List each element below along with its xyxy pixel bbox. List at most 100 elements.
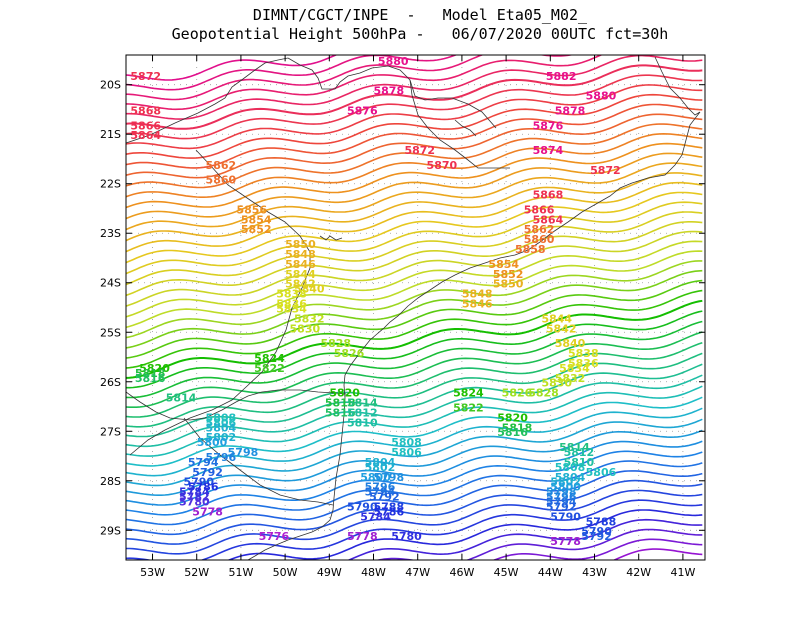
contour-5832: [126, 260, 703, 339]
contour-5800: [126, 429, 703, 496]
contour-label: 5878: [555, 104, 586, 117]
lat-tick-label: 21S: [100, 128, 121, 141]
contour-5852: [126, 162, 703, 231]
contour-label: 5778: [347, 530, 378, 543]
lat-tick-label: 23S: [100, 227, 121, 240]
contour-5820: [126, 320, 703, 399]
contour-label: 5838: [276, 288, 307, 301]
contour-label: 5776: [259, 530, 290, 543]
contour-5826: [126, 289, 703, 369]
contour-label: 5864: [533, 213, 564, 226]
contour-label: 5846: [285, 258, 316, 271]
contour-5792: [126, 470, 703, 536]
coastline-main: [247, 56, 701, 560]
contour-5844: [126, 201, 703, 275]
contour-label: 5842: [285, 278, 316, 291]
contour-label: 5860: [206, 174, 237, 187]
contour-5874: [126, 55, 703, 120]
contour-label: 5828: [528, 387, 559, 400]
contour-5806: [126, 396, 703, 467]
title-line-1: DIMNT/CGCT/INPE - Model Eta05_M02_: [252, 6, 588, 24]
contour-label: 5820: [139, 362, 170, 375]
contour-label: 5792: [546, 500, 577, 513]
lon-tick-label: 46W: [449, 566, 474, 579]
axis-ticks: [126, 55, 705, 560]
contour-5810: [126, 374, 703, 448]
contour-label: 5844: [541, 312, 572, 325]
contour-label: 5858: [515, 243, 546, 256]
contour-5870: [126, 74, 703, 140]
contour-label: 5862: [206, 159, 237, 172]
contour-label: 5836: [276, 298, 307, 311]
contour-label: 5832: [555, 372, 586, 385]
contour-label: 5834: [559, 362, 590, 375]
contour-label: 5854: [241, 213, 272, 226]
contour-label: 5822: [254, 362, 285, 375]
contour-5866: [126, 93, 703, 159]
contour-label: 5812: [564, 446, 595, 459]
contour-5842: [126, 211, 703, 286]
contour-label: 5846: [462, 298, 493, 311]
contour-label: 5856: [236, 203, 267, 216]
contour-label: 5870: [427, 159, 458, 172]
border-sc: [126, 389, 347, 421]
contour-label: 5794: [546, 496, 577, 509]
contour-label: 5818: [135, 367, 166, 380]
contour-label: 5796: [365, 481, 396, 494]
lon-tick-label: 50W: [273, 566, 298, 579]
contour-5794: [126, 460, 703, 526]
contour-label: 5826: [502, 387, 533, 400]
contour-5780: [375, 528, 703, 560]
contour-label: 5784: [360, 510, 391, 523]
contour-label: 5836: [568, 357, 599, 370]
contour-label: 5816: [135, 372, 166, 385]
contour-label: 5788: [586, 515, 617, 528]
contour-label: 5866: [524, 203, 555, 216]
contour-label: 5842: [546, 322, 577, 335]
contour-5850: [126, 172, 703, 242]
contour-label: 5808: [555, 461, 586, 474]
contour-label: 5854: [488, 258, 519, 271]
contour-label: 5784: [179, 486, 210, 499]
contour-5814: [126, 352, 703, 428]
lon-tick-label: 49W: [317, 566, 342, 579]
contour-label: 5790: [183, 476, 214, 489]
lat-tick-label: 29S: [100, 524, 121, 537]
contour-5858: [126, 132, 703, 198]
contour-label: 5810: [564, 456, 595, 469]
contour-5840: [126, 221, 703, 297]
contour-5876: [126, 55, 603, 111]
contour-label: 5778: [550, 535, 581, 548]
contour-5882: [126, 55, 338, 81]
contour-label: 5798: [228, 446, 259, 459]
contour-label: 5780: [179, 496, 210, 509]
contour-5798: [126, 440, 703, 506]
contour-label: 5800: [197, 436, 228, 449]
contour-5812: [126, 363, 703, 438]
lon-tick-label: 45W: [494, 566, 519, 579]
border-mg-rj: [409, 79, 510, 169]
contour-label: 5874: [533, 144, 564, 157]
contour-label: 5814: [347, 397, 378, 410]
contour-label: 5830: [541, 377, 572, 390]
contour-label: 5808: [206, 411, 237, 424]
contour-label: 5850: [493, 278, 524, 291]
coast-detail-1: [319, 235, 343, 241]
contour-label: 5844: [285, 268, 316, 281]
contour-label: 5830: [290, 322, 321, 335]
contour-label: 5872: [404, 144, 435, 157]
lat-tick-label: 27S: [100, 425, 121, 438]
contour-label: 5822: [453, 401, 484, 414]
contour-label: 5786: [188, 481, 219, 494]
contour-lines: [126, 55, 703, 560]
contour-label: 5780: [391, 530, 422, 543]
lon-tick-label: 44W: [538, 566, 563, 579]
contour-label: 5848: [462, 288, 493, 301]
contour-5880: [126, 55, 458, 91]
contour-label: 5880: [378, 55, 409, 68]
contour-label: 5862: [524, 223, 555, 236]
contour-label: 5832: [294, 312, 325, 325]
contour-label: 5820: [497, 411, 528, 424]
contour-label: 5876: [533, 119, 564, 132]
